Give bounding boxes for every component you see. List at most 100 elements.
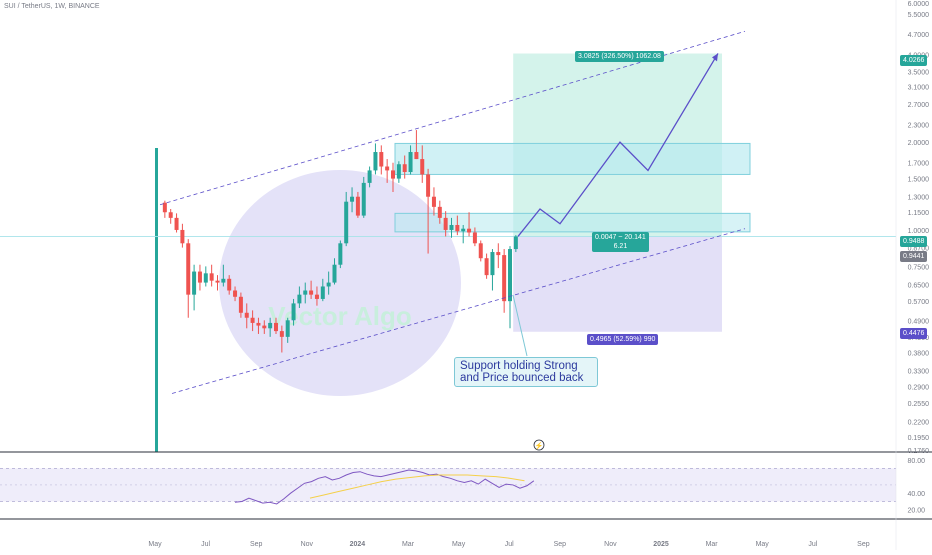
candle-body: [484, 258, 489, 276]
candle-body: [256, 322, 261, 326]
candle-body: [209, 273, 214, 281]
candle-body: [373, 152, 378, 171]
price-tick-label: 1.1500: [908, 210, 930, 217]
candle-body: [391, 170, 395, 179]
time-tick-label: Mar: [706, 541, 719, 548]
rsi-ma-line: [309, 474, 525, 499]
rsi-tick-label: 80.00: [907, 458, 925, 465]
candle-body: [215, 280, 220, 283]
support-callout: Support holding Strong and Price bounced…: [454, 357, 598, 387]
price-tick-label: 0.8700: [908, 246, 930, 253]
candle-body: [309, 290, 314, 295]
candle-body: [443, 217, 448, 230]
candle-body: [274, 322, 278, 332]
time-tick-label: Nov: [604, 541, 617, 548]
entry-label: 0.0047 ~ 20.141 6.21: [592, 232, 649, 252]
stop-zone: [513, 236, 722, 332]
lightning-glyph: ⚡: [535, 441, 544, 450]
candle-body: [502, 255, 507, 302]
candle-body: [379, 152, 384, 167]
candle-body: [350, 196, 355, 202]
price-tick-label: 0.3800: [908, 351, 930, 358]
price-tick-label: 1.7000: [908, 161, 930, 168]
candle-body: [285, 320, 290, 337]
lightning-icon[interactable]: [533, 439, 545, 451]
stop-price-tag: 0.4476: [900, 328, 928, 339]
candle-body: [326, 282, 331, 287]
candle-body: [344, 201, 349, 244]
time-tick-label: Nov: [301, 541, 314, 548]
entry-label-line2: 6.21: [613, 243, 628, 250]
candle-body: [250, 317, 255, 323]
candle-body: [402, 164, 407, 173]
candle-body: [513, 236, 518, 250]
candle-body: [174, 217, 179, 230]
symbol-header: SUI / TetherUS, 1W, BINANCE: [4, 3, 100, 10]
candle-body: [420, 159, 425, 175]
time-tick-label: Jul: [505, 541, 514, 548]
candle-body: [203, 273, 208, 283]
candle-body: [279, 331, 284, 337]
watermark-ellipse: [219, 170, 461, 396]
price-tick-label: 0.3300: [908, 368, 930, 375]
time-tick-label: Sep: [554, 541, 567, 548]
time-tick-label: Sep: [857, 541, 870, 548]
target-price-tag: 4.0266: [900, 55, 928, 66]
price-tick-label: 1.0000: [908, 228, 930, 235]
candle-body: [233, 290, 238, 297]
candle-body: [426, 174, 431, 197]
time-tick-label: 2025: [653, 541, 669, 548]
candle-body: [408, 152, 413, 173]
price-tick-label: 2.3000: [908, 122, 930, 129]
time-tick-label: 2024: [350, 541, 366, 548]
price-tick-label: 3.1000: [908, 85, 930, 92]
price-tick-label: 1.5000: [908, 177, 930, 184]
projection-path: [517, 53, 719, 237]
time-tick-label: May: [756, 541, 770, 548]
candle-body: [355, 196, 360, 216]
candle-body: [367, 170, 372, 183]
price-tick-label: 4.7000: [908, 32, 930, 39]
rsi-tick-label: 40.00: [907, 491, 925, 498]
candle-body: [162, 202, 167, 213]
candle-body: [192, 271, 197, 295]
price-tick-label: 3.5000: [908, 69, 930, 76]
price-tick-label: 0.2550: [908, 401, 930, 408]
first-candle-body: [155, 148, 158, 452]
candle-body: [385, 166, 390, 171]
price-tick-label: 0.4900: [908, 318, 930, 325]
candle-body: [180, 229, 185, 244]
price-tick-label: 2.7000: [908, 102, 930, 109]
candle-body: [467, 228, 472, 233]
candle-body: [168, 212, 173, 218]
price-tick-label: 0.7500: [908, 264, 930, 271]
time-tick-label: Jul: [808, 541, 817, 548]
candle-body: [332, 264, 337, 283]
candle-body: [221, 278, 226, 283]
entry-label-line1: 0.0047 ~ 20.141: [595, 234, 646, 241]
candle-body: [496, 252, 501, 256]
candle-body: [314, 294, 319, 299]
candle-body: [449, 224, 454, 230]
candle-body: [186, 243, 191, 295]
candle-body: [338, 243, 343, 265]
rsi-line: [234, 469, 535, 505]
candle-body: [227, 278, 232, 291]
time-tick-label: Mar: [402, 541, 415, 548]
price-tick-label: 0.1950: [908, 435, 930, 442]
candle-body: [508, 249, 512, 302]
candle-body: [320, 286, 325, 299]
candle-body: [472, 232, 477, 244]
projection-arrowhead: [712, 53, 718, 62]
target-label: 3.0825 (326.50%) 1062.08: [575, 51, 664, 62]
stop-label: 0.4965 (52.59%) 990: [587, 334, 659, 345]
candle-body: [437, 206, 442, 218]
time-tick-label: May: [148, 541, 162, 548]
candle-body: [238, 296, 243, 313]
time-tick-label: Sep: [250, 541, 263, 548]
resistance-zone: [394, 142, 751, 175]
callout-line2: and Price bounced back: [460, 372, 584, 384]
rsi-tick-label: 20.00: [907, 508, 925, 515]
